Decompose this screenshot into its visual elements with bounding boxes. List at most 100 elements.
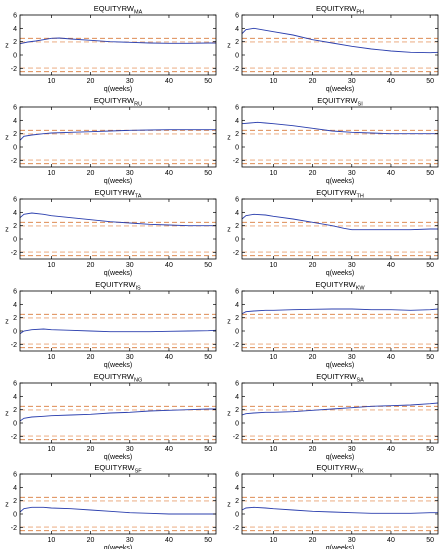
x-tick-label: 10 [269,446,277,453]
x-tick-label: 20 [309,262,317,269]
chart-title: EQUITYRWNG [94,372,143,384]
y-tick-label: 4 [13,394,17,401]
x-tick-label: 40 [387,78,395,85]
y-tick-label: 4 [235,26,239,33]
x-tick-label: 10 [47,78,55,85]
x-axis-label: q(weeks) [326,454,354,461]
y-tick-label: -2 [11,434,17,441]
x-tick-label: 50 [426,446,434,453]
y-tick-label: -2 [233,250,239,257]
x-tick-label: 30 [126,354,134,361]
series-line-0 [242,402,438,416]
x-tick-label: 50 [426,170,434,177]
y-tick-label: 2 [13,315,17,322]
series-line-0 [20,212,216,227]
chart-panel-si: EQUITYRWSI -2 0 2 4 6 10 20 30 40 50 q(weeks) z [227,96,439,185]
series-line-0 [20,129,216,141]
y-axis-label: z [5,411,9,418]
y-axis-label: z [5,502,9,509]
y-tick-label: 2 [13,223,17,230]
x-tick-label: 40 [165,262,173,269]
series-line-0 [242,121,438,135]
plot-frame [19,473,217,535]
y-tick-label: 2 [235,131,239,138]
x-tick-label: 30 [348,354,356,361]
x-tick-label: 40 [387,537,395,544]
x-tick-label: 20 [309,537,317,544]
chart-title: EQUITYRWTH [316,188,364,200]
y-tick-label: 6 [235,289,239,296]
chart-panel-ta: EQUITYRWTA -2 0 2 4 6 10 20 30 40 50 q(weeks) z [5,188,217,277]
series-line-0 [242,213,438,231]
chart-title: EQUITYRWPH [316,4,364,16]
chart-title: EQUITYRWIS [95,280,141,292]
y-tick-label: 4 [235,210,239,217]
x-tick-label: 10 [47,354,55,361]
x-tick-label: 10 [269,262,277,269]
y-tick-label: 2 [235,315,239,322]
y-axis-label: z [227,502,231,509]
y-tick-label: 0 [235,421,239,428]
y-tick-label: 4 [13,485,17,492]
y-tick-label: 0 [13,329,17,336]
plot-frame [19,382,217,444]
y-tick-label: 4 [235,118,239,125]
x-axis-label: q(weeks) [326,86,354,93]
chart-title-subscript: KW [356,286,366,292]
y-axis-label: z [227,227,231,234]
y-axis-label: z [227,135,231,142]
y-tick-label: 2 [13,498,17,505]
chart-title-main: EQUITYRW [316,463,357,472]
y-tick-label: 6 [13,472,17,479]
chart-title-subscript: RU [134,102,142,108]
x-tick-label: 50 [426,262,434,269]
y-tick-label: 0 [13,512,17,519]
x-tick-label: 20 [309,354,317,361]
y-tick-label: -2 [11,66,17,73]
x-tick-label: 30 [348,78,356,85]
y-tick-label: 2 [235,39,239,46]
y-tick-label: -2 [11,158,17,165]
y-tick-label: 2 [13,407,17,414]
plot-frame [241,290,439,352]
chart-panel-ma: EQUITYRWMA -2 0 2 4 6 10 20 30 40 50 q(weeks) z [5,4,217,93]
y-tick-label: 6 [235,105,239,112]
y-tick-label: -2 [233,525,239,532]
chart-panel-ru: EQUITYRWRU -2 0 2 4 6 10 20 30 40 50 q(weeks) z [5,96,217,185]
x-tick-label: 20 [87,78,95,85]
x-axis-label: q(weeks) [326,545,354,549]
y-tick-label: -2 [233,342,239,349]
chart-title-subscript: IS [136,286,142,292]
y-tick-label: 0 [235,329,239,336]
x-tick-label: 20 [309,446,317,453]
series-line-0 [242,27,438,54]
x-tick-label: 40 [165,537,173,544]
y-axis-label: z [5,319,9,326]
x-axis-label: q(weeks) [104,362,132,369]
chart-title: EQUITYRWSI [317,96,363,108]
series-line-0 [20,37,216,45]
x-tick-label: 30 [126,262,134,269]
x-tick-label: 20 [309,170,317,177]
x-tick-label: 20 [87,537,95,544]
series-line-0 [242,506,438,514]
plot-frame [19,14,217,76]
series-line-0 [20,408,216,422]
x-tick-label: 40 [387,170,395,177]
y-tick-label: 6 [235,381,239,388]
y-tick-label: 6 [235,197,239,204]
x-tick-label: 30 [126,446,134,453]
y-tick-label: 4 [235,485,239,492]
chart-title-main: EQUITYRW [94,96,135,105]
x-tick-label: 40 [165,446,173,453]
x-tick-label: 40 [165,170,173,177]
x-tick-label: 30 [126,78,134,85]
chart-title: EQUITYRWSA [316,372,364,384]
chart-title-subscript: SA [356,378,364,384]
chart-title-main: EQUITYRW [95,188,136,197]
x-tick-label: 50 [204,170,212,177]
y-tick-label: 2 [13,39,17,46]
y-axis-label: z [5,43,9,50]
x-tick-label: 50 [204,354,212,361]
